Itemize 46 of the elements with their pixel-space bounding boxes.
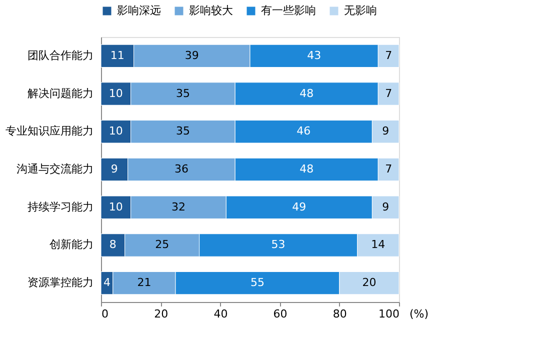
x-tick-label: 60 <box>273 308 288 320</box>
data-label: 49 <box>292 200 306 214</box>
x-tick-label: 20 <box>154 308 168 320</box>
data-label: 14 <box>371 238 386 252</box>
data-label: 20 <box>362 276 376 290</box>
y-tick-label: 沟通与交流能力 <box>16 162 94 176</box>
y-tick-label: 团队合作能力 <box>28 48 94 62</box>
data-label: 53 <box>271 238 286 252</box>
legend-label: 影响较大 <box>189 4 233 17</box>
x-tick-label: 0 <box>102 308 108 320</box>
data-label: 25 <box>155 238 170 252</box>
x-tick-label: 80 <box>332 308 347 320</box>
data-label: 10 <box>108 124 123 138</box>
data-label: 9 <box>382 200 390 214</box>
data-label: 7 <box>385 162 392 176</box>
data-label: 32 <box>171 200 186 214</box>
data-label: 8 <box>109 238 116 252</box>
data-label: 46 <box>296 124 311 138</box>
legend-label: 影响深远 <box>117 4 161 17</box>
x-axis-title: (%) <box>410 308 429 320</box>
data-label: 35 <box>176 124 190 138</box>
y-tick-label: 资源掌控能力 <box>28 276 94 290</box>
data-label: 10 <box>108 200 123 214</box>
x-tick-label: 40 <box>214 308 228 320</box>
data-label: 9 <box>382 124 390 138</box>
data-label: 11 <box>110 48 124 62</box>
data-label: 7 <box>385 48 392 62</box>
data-label: 36 <box>174 162 188 176</box>
y-tick-label: 创新能力 <box>50 238 94 252</box>
data-label: 10 <box>108 86 123 100</box>
data-label: 55 <box>250 276 264 290</box>
legend-label: 有一些影响 <box>261 4 316 17</box>
data-label: 48 <box>300 162 314 176</box>
data-label: 39 <box>184 48 199 62</box>
data-label: 35 <box>176 86 190 100</box>
y-tick-label: 持续学习能力 <box>28 200 94 214</box>
y-tick-label: 解决问题能力 <box>28 86 94 100</box>
data-label: 21 <box>137 276 152 290</box>
data-label: 43 <box>307 48 322 62</box>
legend-label: 无影响 <box>344 4 377 17</box>
data-label: 48 <box>300 86 314 100</box>
y-tick-label: 专业知识应用能力 <box>6 124 94 138</box>
data-label: 7 <box>385 86 392 100</box>
x-tick-label: 100 <box>378 308 400 320</box>
data-label: 4 <box>103 276 110 290</box>
data-label: 9 <box>110 162 118 176</box>
